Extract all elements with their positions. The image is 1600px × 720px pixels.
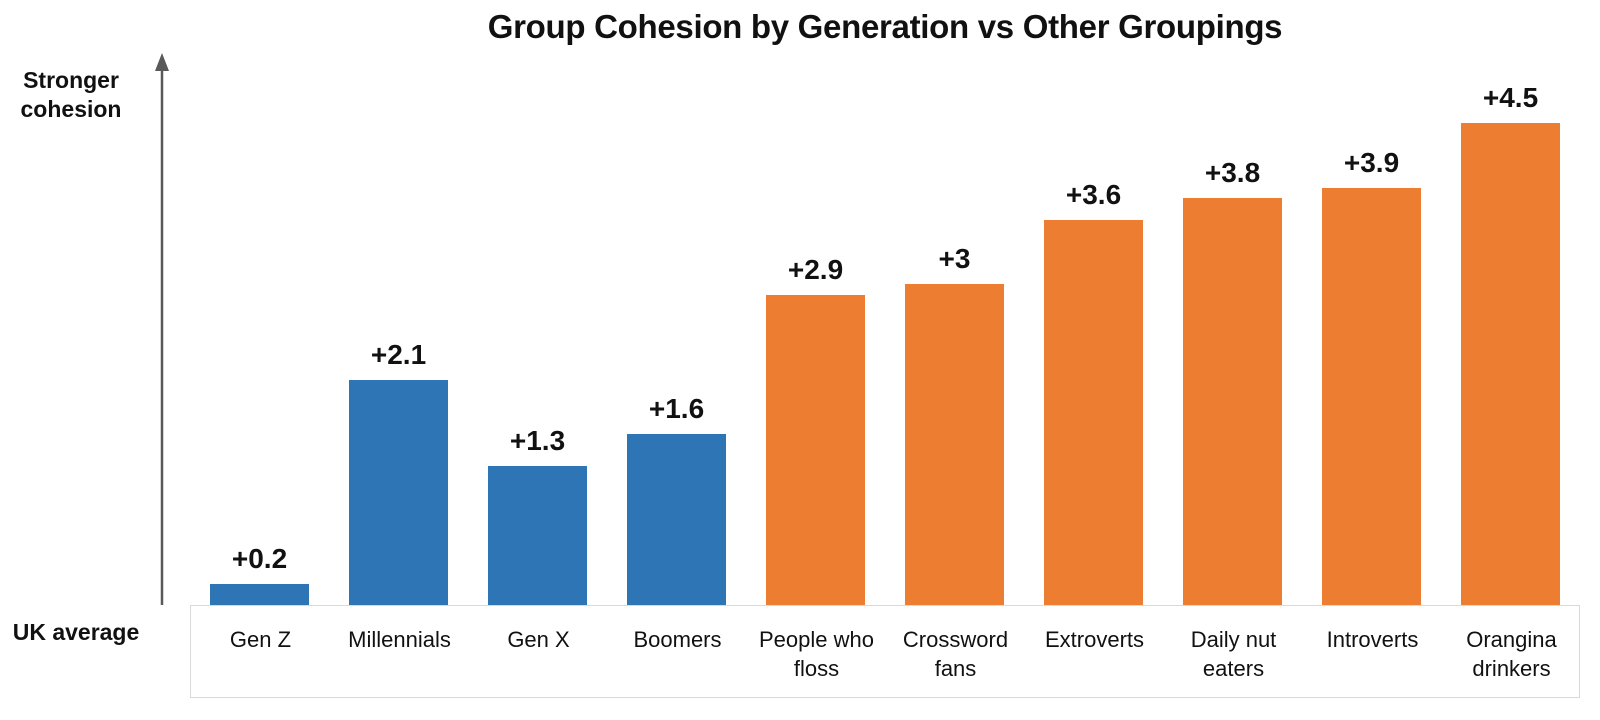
bar-column-daily-nut-eaters: +3.8 [1163,55,1302,605]
bar-boomers [627,434,726,605]
category-label-gen-z: Gen Z [229,627,292,652]
bar-gen-z [210,584,309,605]
bar-introverts [1322,188,1421,605]
bar-column-extroverts: +3.6 [1024,55,1163,605]
category-label-millennials: Millennials [348,627,451,652]
category-label-daily-nut-eaters: Daily nut eaters [1190,627,1277,682]
bar-column-millennials: +2.1 [329,55,468,605]
value-label-extroverts: +3.6 [1065,179,1122,210]
bar-column-gen-x: +1.3 [468,55,607,605]
y-axis-arrow-icon [155,53,169,605]
bar-column-boomers: +1.6 [607,55,746,605]
bar-crossword-fans [905,284,1004,605]
category-label-boomers: Boomers [633,627,722,652]
y-axis-stronger-cohesion-label: Stronger cohesion [20,67,122,123]
category-label-people-who-floss: People who floss [759,627,874,682]
bar-extroverts [1044,220,1143,605]
value-label-millennials: +2.1 [370,339,427,370]
category-label-crossword-fans: Crossword fans [902,627,1009,682]
value-label-boomers: +1.6 [648,393,705,424]
category-strip: Gen Z Millennials Gen X Boomers People who f… [190,605,1580,698]
bar-column-introverts: +3.9 [1302,55,1441,605]
bar-gen-x [488,466,587,605]
value-label-people-who-floss: +2.9 [787,254,844,285]
category-label-extroverts: Extroverts [1044,627,1145,652]
category-label-orangina-drinkers: Orangina drinkers [1466,627,1557,682]
value-label-daily-nut-eaters: +3.8 [1204,157,1261,188]
bar-column-gen-z: +0.2 [190,55,329,605]
bar-orangina-drinkers [1461,123,1560,605]
bar-millennials [349,380,448,605]
value-label-orangina-drinkers: +4.5 [1482,82,1539,113]
category-label-introverts: Introverts [1326,627,1419,652]
value-label-crossword-fans: +3 [938,243,971,274]
y-axis-uk-average-label: UK average [12,619,140,645]
category-label-gen-x: Gen X [507,627,570,652]
bar-column-orangina-drinkers: +4.5 [1441,55,1580,605]
bar-daily-nut-eaters [1183,198,1282,605]
bar-column-people-who-floss: +2.9 [746,55,885,605]
plot-area: +0.2 +2.1 +1.3 +1.6 +2.9 +3 +3.6 +3.8 +3.9 +4.5 [190,55,1580,605]
value-label-gen-z: +0.2 [231,543,288,574]
value-label-introverts: +3.9 [1343,147,1400,178]
chart-title: Group Cohesion by Generation vs Other Gr… [487,8,1283,45]
bar-column-crossword-fans: +3 [885,55,1024,605]
bar-people-who-floss [766,295,865,605]
value-label-gen-x: +1.3 [509,425,566,456]
